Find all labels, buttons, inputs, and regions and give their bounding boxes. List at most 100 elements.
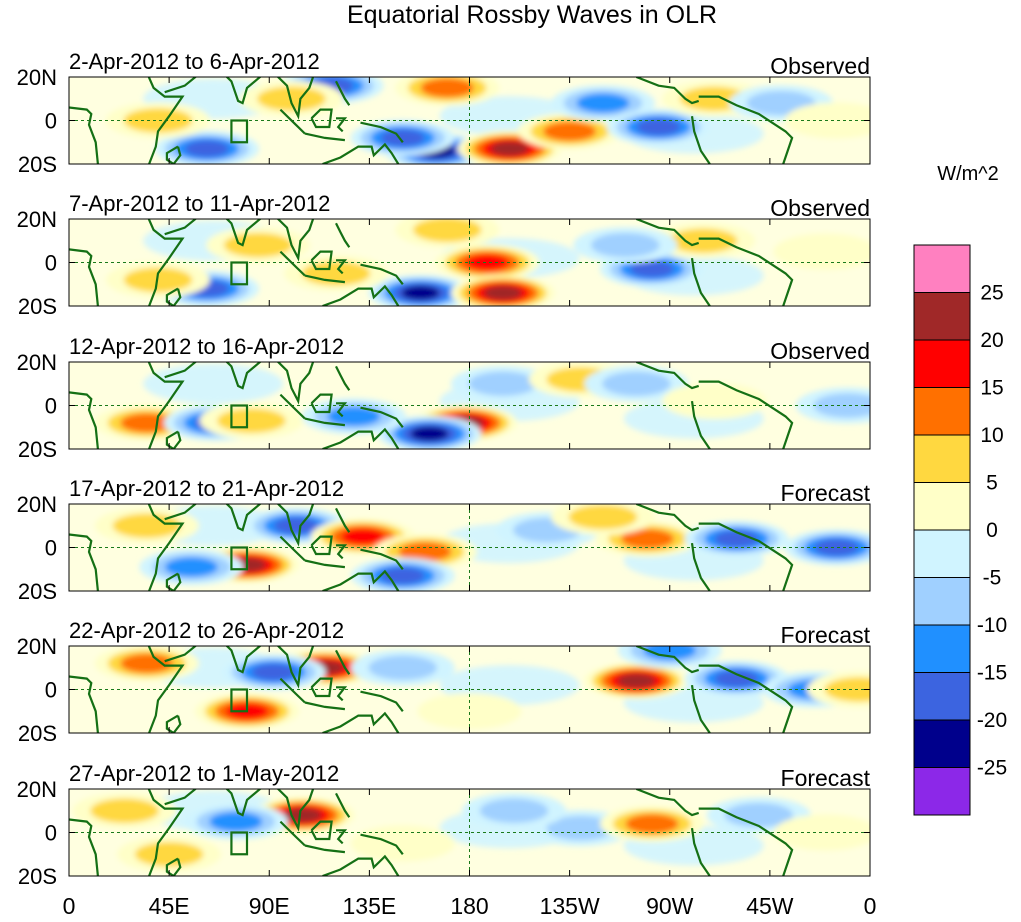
anomaly-contour: [617, 673, 656, 689]
panel-kind: Forecast: [781, 765, 871, 791]
y-tick-label: 20N: [17, 634, 57, 659]
y-tick-label: 0: [45, 678, 57, 703]
y-tick-label: 0: [45, 394, 57, 419]
colorbar-swatch: [913, 529, 971, 578]
colorbar-label: 25: [980, 282, 1003, 305]
y-tick-label: 20N: [17, 350, 57, 375]
anomaly-contour: [417, 693, 522, 730]
colorbar-label: -20: [977, 709, 1007, 732]
colorbar-label: 10: [980, 424, 1003, 447]
anomaly-contour: [568, 504, 638, 530]
colorbar-label: -15: [977, 662, 1007, 685]
coastlines: [69, 646, 794, 733]
colorbar-swatch: [913, 482, 971, 531]
anomaly-contour: [714, 530, 759, 548]
anomaly-contour: [773, 233, 870, 270]
panel-period: 22-Apr-2012 to 26-Apr-2012: [69, 618, 344, 643]
anomaly-contour: [209, 811, 263, 832]
anomaly-contour: [120, 653, 174, 674]
anomaly-contour: [668, 228, 738, 253]
anomaly-contour: [724, 802, 794, 828]
anomaly-contour: [490, 141, 529, 157]
anomaly-contour: [813, 393, 870, 418]
anomaly-contour: [273, 517, 318, 534]
y-tick-label: 20S: [18, 721, 57, 746]
anomaly-contour: [625, 814, 679, 834]
anomaly-contour: [546, 815, 616, 841]
coastlines: [69, 789, 794, 876]
colorbar-label: -25: [977, 757, 1007, 780]
panel-period: 27-Apr-2012 to 1-May-2012: [69, 761, 339, 786]
anomaly-contour: [412, 219, 482, 243]
anomaly-contour: [350, 825, 455, 862]
chart-title: Equatorial Rossby Waves in OLR: [347, 1, 717, 29]
anomaly-contour: [662, 383, 767, 420]
panel-period: 7-Apr-2012 to 11-Apr-2012: [69, 191, 330, 216]
colorbar-swatch: [913, 292, 971, 341]
anomaly-contour: [784, 102, 870, 139]
colorbar-swatch: [913, 244, 971, 293]
y-tick-label: 20N: [17, 65, 57, 90]
y-tick-label: 20S: [18, 437, 57, 462]
y-tick-label: 0: [45, 251, 57, 276]
anomaly-contour: [217, 408, 286, 433]
colorbar-swatch: [913, 434, 971, 483]
anomaly-contour: [543, 121, 597, 142]
coastlines: [69, 219, 794, 306]
y-tick-label: 0: [45, 109, 57, 134]
colorbar-units: W/m^2: [937, 163, 999, 185]
colorbar-label: -5: [983, 567, 1002, 590]
x-tick-label: 180: [450, 893, 488, 919]
panel-kind: Observed: [770, 53, 870, 79]
y-tick-label: 20S: [18, 864, 57, 889]
panel-kind: Observed: [770, 338, 870, 364]
panel-period: 12-Apr-2012 to 16-Apr-2012: [69, 334, 344, 359]
panel: 20N 0 20S 7-Apr-2012 to 11-Apr-2012 Observed: [17, 191, 871, 319]
anomaly-contour: [223, 232, 293, 258]
x-tick-label: 90E: [249, 893, 290, 919]
y-tick-label: 20S: [18, 152, 57, 177]
panel-period: 2-Apr-2012 to 6-Apr-2012: [69, 49, 320, 74]
x-tick-label: 0: [63, 893, 76, 919]
anomaly-contour: [134, 842, 204, 867]
colorbar-swatch: [913, 624, 971, 673]
x-tick-label: 0: [864, 893, 877, 919]
colorbar-label: 20: [980, 329, 1003, 352]
panel-kind: Observed: [770, 195, 870, 221]
colorbar-label: -10: [977, 614, 1007, 637]
anomaly-contour: [420, 78, 474, 98]
anomaly-contour: [814, 539, 859, 556]
anomaly-contour: [120, 413, 174, 433]
colorbar-label: 15: [980, 377, 1003, 400]
colorbar-swatch: [913, 387, 971, 436]
anomaly-contour: [184, 140, 229, 157]
y-tick-label: 20S: [18, 579, 57, 604]
colorbar-swatch: [913, 767, 971, 816]
anomaly-contour: [251, 663, 296, 681]
anomaly-contour: [629, 260, 674, 278]
anomaly-contour: [468, 371, 538, 396]
x-tick-label: 90W: [646, 893, 694, 919]
colorbar-label: 5: [986, 472, 998, 495]
colorbar-swatch: [913, 719, 971, 768]
anomaly-contour: [368, 655, 438, 680]
anomaly-contour: [327, 406, 381, 427]
anomaly-contour: [410, 426, 449, 442]
x-tick-label: 135E: [343, 893, 397, 919]
anomaly-contour: [643, 646, 697, 661]
anomaly-contour: [164, 557, 218, 577]
x-tick-label: 135W: [540, 893, 600, 919]
x-tick-label: 45W: [746, 893, 794, 919]
anomaly-contour: [380, 129, 425, 147]
y-tick-label: 20S: [18, 294, 57, 319]
y-tick-label: 0: [45, 821, 57, 846]
anomaly-contour: [479, 798, 549, 823]
y-tick-label: 0: [45, 536, 57, 561]
colorbar-swatch: [913, 672, 971, 721]
anomaly-contour: [590, 232, 660, 258]
panel: 20N 0 20S 2-Apr-2012 to 6-Apr-2012 Observed: [17, 49, 871, 177]
panel: 20N 0 20S 22-Apr-2012 to 26-Apr-2012 Forecas…: [17, 618, 871, 746]
panel: 20N 0 20S 12-Apr-2012 to 16-Apr-2012 Observe…: [17, 334, 871, 462]
